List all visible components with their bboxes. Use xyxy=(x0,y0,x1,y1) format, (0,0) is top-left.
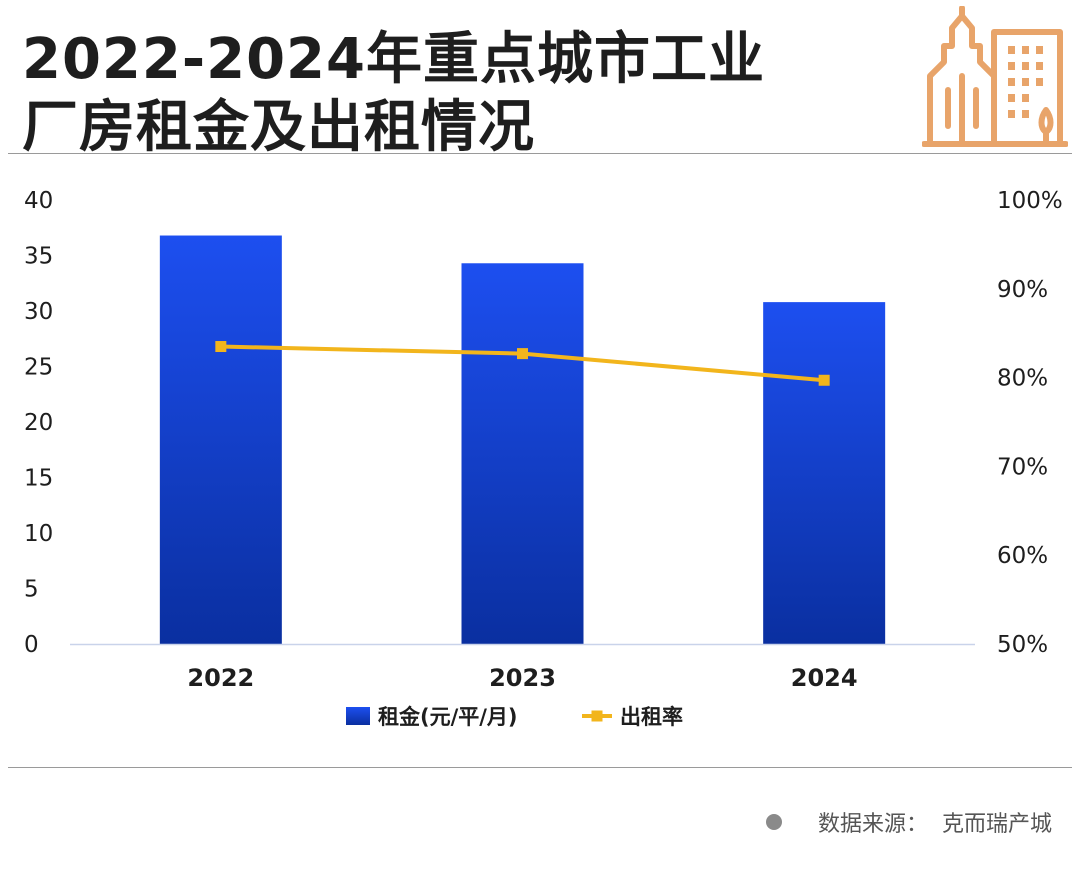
page-title-line-1: 2022-2024年重点城市工业 xyxy=(22,27,765,92)
legend-label-occupancy: 出租率 xyxy=(620,705,683,729)
x-tick-label: 2023 xyxy=(489,664,556,692)
y-right-tick-label: 80% xyxy=(997,366,1048,392)
legend-label-rent: 租金(元/平/月) xyxy=(378,705,518,729)
data-source: 数据来源： 克而瑞产城 xyxy=(765,806,1052,838)
source-label: 数据来源： xyxy=(817,812,928,837)
occupancy-point-2024 xyxy=(818,374,830,386)
source-value: 克而瑞产城 xyxy=(941,812,1052,837)
x-tick-label: 2024 xyxy=(791,664,858,692)
y-right-tick-label: 100% xyxy=(997,188,1063,214)
x-tick-label: 2022 xyxy=(187,664,254,692)
bar-rent-2023 xyxy=(461,263,584,644)
page-title-line-2: 厂房租金及出租情况 xyxy=(22,95,535,160)
bar-rent-2022 xyxy=(159,235,282,644)
y-left-tick-label: 10 xyxy=(24,521,53,547)
y-left-tick-label: 15 xyxy=(24,466,53,492)
bullet-dot-icon xyxy=(765,814,782,830)
y-left-tick-label: 35 xyxy=(24,244,53,270)
y-left-tick-label: 0 xyxy=(24,632,39,658)
legend-swatch-rent xyxy=(346,707,370,725)
header-divider xyxy=(8,153,1072,154)
y-left-tick-label: 25 xyxy=(24,355,53,381)
legend-swatch-occupancy-marker xyxy=(591,710,603,722)
buildings-icon xyxy=(922,6,1068,147)
y-left-tick-label: 40 xyxy=(24,188,53,214)
bar-rent-2024 xyxy=(763,302,886,644)
y-right-tick-label: 50% xyxy=(997,632,1048,658)
y-right-tick-label: 70% xyxy=(997,454,1048,480)
header: 2022-2024年重点城市工业 厂房租金及出租情况 xyxy=(0,0,1080,160)
y-left-tick-label: 5 xyxy=(24,577,39,603)
y-left-tick-label: 30 xyxy=(24,299,53,325)
y-right-tick-label: 90% xyxy=(997,277,1048,303)
footer-divider xyxy=(8,767,1072,768)
y-right-tick-label: 60% xyxy=(997,543,1048,569)
combo-chart: 0 5 10 15 20 25 30 35 40 50% 60% 70% 80% 90% 100% 202… xyxy=(24,188,1063,729)
occupancy-point-2022 xyxy=(215,341,227,353)
y-left-tick-label: 20 xyxy=(24,410,53,436)
occupancy-point-2023 xyxy=(517,348,528,360)
